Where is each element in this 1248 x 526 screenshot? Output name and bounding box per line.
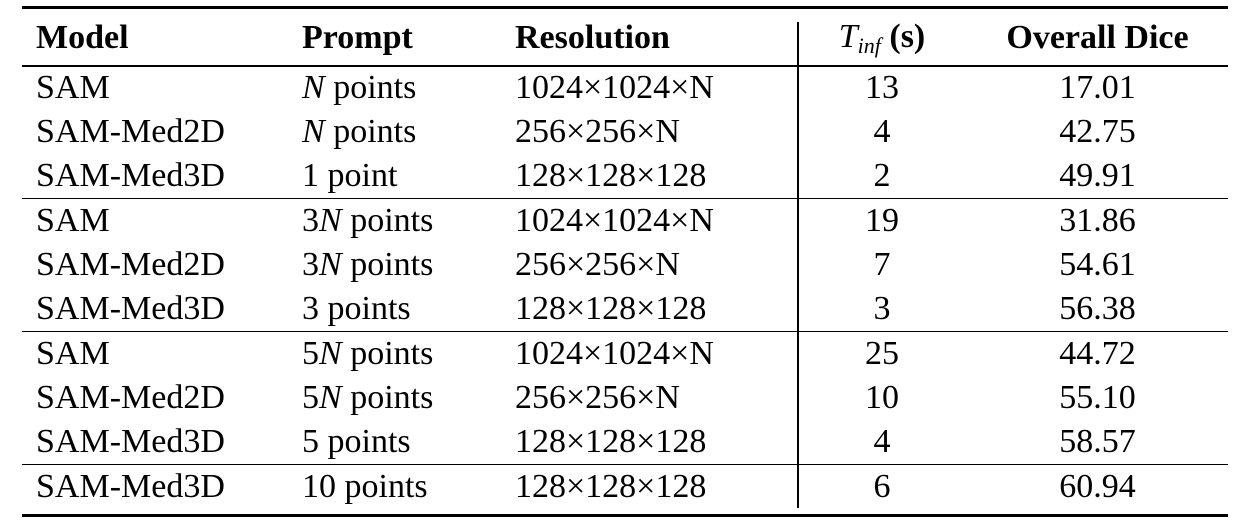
- model-cell: SAM: [22, 331, 302, 376]
- dice-cell: 44.72: [967, 331, 1228, 376]
- prompt-cell: 1 point: [302, 157, 398, 194]
- prompt-cell: 10 points: [302, 464, 515, 509]
- table-row: SAM-Med2D 5N points 256×256×N 10 55.10: [22, 376, 1228, 420]
- resolution-cell: 128×128×128: [515, 290, 707, 327]
- resolution-cell: 256×256×N: [515, 113, 680, 150]
- resolution-cell: 256×256×N: [515, 246, 680, 283]
- prompt-cell: N points: [302, 113, 417, 150]
- tinf-unit: (s): [889, 17, 926, 55]
- header-model: Model: [36, 19, 129, 56]
- model-cell: SAM-Med2D: [36, 379, 225, 416]
- inference-time-cell: 4: [873, 113, 891, 150]
- header-prompt: Prompt: [302, 19, 413, 56]
- model-cell: SAM: [36, 69, 110, 106]
- table-row: SAM-Med3D 1 point 128×128×128 2 49.91: [22, 154, 1228, 199]
- dice-cell: 42.75: [1059, 113, 1136, 150]
- table-row: SAM-Med3D 10 points 128×128×128 6 60.94: [22, 464, 1228, 509]
- model-cell: SAM-Med2D: [36, 246, 225, 283]
- bottom-rule: [22, 514, 1228, 517]
- model-cell: SAM-Med3D: [36, 157, 225, 194]
- dice-cell: 49.91: [1059, 157, 1136, 194]
- model-cell: SAM: [22, 198, 302, 243]
- dice-cell: 17.01: [1059, 69, 1136, 106]
- header-inference-time: Tinf (s): [797, 10, 967, 66]
- inference-time-cell: 6: [797, 464, 967, 509]
- dice-cell: 55.10: [1059, 379, 1136, 416]
- resolution-cell: 1024×1024×N: [515, 198, 797, 243]
- resolution-cell: 128×128×128: [515, 423, 707, 460]
- table-row: SAM 5N points 1024×1024×N 25 44.72: [22, 331, 1228, 376]
- resolution-cell: 1024×1024×N: [515, 331, 797, 376]
- inference-time-cell: 13: [865, 69, 899, 106]
- inference-time-cell: 3: [873, 290, 891, 327]
- tinf-var: T: [838, 17, 858, 55]
- resolution-cell: 128×128×128: [515, 464, 797, 509]
- table-row: SAM-Med2D N points 256×256×N 4 42.75: [22, 110, 1228, 154]
- inference-time-cell: 10: [865, 379, 899, 416]
- model-cell: SAM-Med3D: [36, 290, 225, 327]
- inference-time-cell: 19: [797, 198, 967, 243]
- dice-cell: 31.86: [967, 198, 1228, 243]
- table-row: SAM-Med2D 3N points 256×256×N 7 54.61: [22, 243, 1228, 287]
- dice-cell: 58.57: [1059, 423, 1136, 460]
- dice-cell: 60.94: [967, 464, 1228, 509]
- prompt-cell: 3N points: [302, 198, 515, 243]
- dice-cell: 56.38: [1059, 290, 1136, 327]
- resolution-cell: 256×256×N: [515, 379, 680, 416]
- inference-time-cell: 25: [797, 331, 967, 376]
- prompt-cell: 5N points: [302, 331, 515, 376]
- table-row: SAM-Med3D 3 points 128×128×128 3 56.38: [22, 287, 1228, 332]
- dice-cell: 54.61: [1059, 246, 1136, 283]
- header-row: Model Prompt Resolution Tinf (s) Overall…: [22, 10, 1228, 66]
- header-resolution: Resolution: [515, 19, 670, 56]
- table-body: SAM N points 1024×1024×N 13 17.01 SAM-Med2D N …: [22, 66, 1228, 509]
- prompt-cell: 3N points: [302, 246, 434, 283]
- table-row: SAM 3N points 1024×1024×N 19 31.86: [22, 198, 1228, 243]
- results-table: Model Prompt Resolution Tinf (s) Overall…: [22, 10, 1228, 509]
- top-rule: [22, 6, 1228, 9]
- header-overall-dice: Overall Dice: [1006, 19, 1189, 56]
- table-row: SAM N points 1024×1024×N 13 17.01: [22, 66, 1228, 110]
- column-separator: [797, 22, 799, 508]
- resolution-cell: 1024×1024×N: [515, 69, 714, 106]
- model-cell: SAM-Med3D: [36, 423, 225, 460]
- inference-time-cell: 7: [873, 246, 891, 283]
- prompt-cell: 5 points: [302, 423, 411, 460]
- tinf-sub: inf: [857, 32, 881, 58]
- prompt-cell: 5N points: [302, 379, 434, 416]
- inference-time-cell: 4: [873, 423, 891, 460]
- prompt-cell: N points: [302, 69, 417, 106]
- table-row: SAM-Med3D 5 points 128×128×128 4 58.57: [22, 420, 1228, 465]
- model-cell: SAM-Med2D: [36, 113, 225, 150]
- resolution-cell: 128×128×128: [515, 157, 707, 194]
- prompt-cell: 3 points: [302, 290, 411, 327]
- header-rule: [22, 65, 1228, 67]
- model-cell: SAM-Med3D: [22, 464, 302, 509]
- inference-time-cell: 2: [873, 157, 891, 194]
